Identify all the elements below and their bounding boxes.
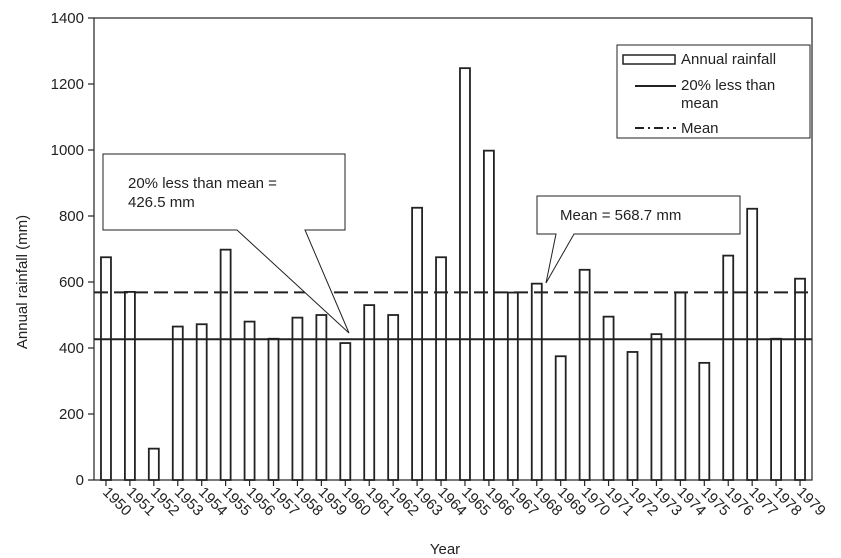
bar-1958	[291, 316, 304, 481]
callout-mean: Mean = 568.7 mm	[536, 195, 741, 284]
bar-1960	[339, 342, 352, 481]
bar-1956	[243, 320, 256, 481]
bar-1978	[770, 337, 782, 481]
x-axis-title: Year	[430, 541, 460, 558]
callout-mean-text: Mean = 568.7 mm	[560, 207, 681, 224]
y-tick-label: 400	[59, 340, 84, 357]
bar-1957	[267, 337, 280, 481]
bar-1968	[530, 282, 543, 481]
y-tick-label: 0	[76, 472, 84, 489]
bar-1964	[435, 256, 447, 481]
bar-1972	[626, 351, 639, 481]
y-axis-title: Annual rainfall (mm)	[14, 215, 31, 349]
y-tick-label: 1200	[51, 76, 84, 93]
bar-1950	[100, 256, 112, 481]
callout-mean-shape	[536, 195, 741, 284]
bar-1974	[674, 291, 687, 481]
bar-1973	[650, 333, 663, 481]
bar-1969	[554, 355, 567, 481]
ticks: 0200400600800100012001400195019511952195…	[51, 10, 829, 519]
y-tick-label: 1000	[51, 142, 84, 159]
bar-1961	[363, 304, 376, 481]
bar-1977	[746, 207, 759, 481]
legend-solid-label-line2: mean	[681, 95, 719, 112]
bar-1976	[722, 254, 735, 481]
bar-1952	[147, 447, 160, 481]
callout-twenty-percent-line1: 20% less than mean =	[128, 175, 277, 192]
legend-bar-swatch	[622, 54, 676, 65]
y-tick-label: 800	[59, 208, 84, 225]
bar-1979	[794, 277, 806, 481]
legend-bar-label: Annual rainfall	[681, 51, 776, 68]
reference-lines	[94, 291, 812, 341]
legend-dash-label: Mean	[681, 120, 719, 137]
bar-1955	[219, 248, 232, 481]
y-tick-label: 600	[59, 274, 84, 291]
callout-twenty-percent-line2: 426.5 mm	[128, 194, 195, 211]
bar-1954	[195, 323, 208, 481]
legend-solid-label-line1: 20% less than	[681, 77, 775, 94]
y-tick-label: 1400	[51, 10, 84, 27]
bar-1975	[698, 361, 711, 481]
callout-twenty-percent: 20% less than mean = 426.5 mm	[102, 153, 350, 334]
bar-1970	[578, 268, 591, 481]
bar-1963	[411, 206, 424, 481]
bar-1966	[482, 149, 495, 481]
bar-1967	[506, 291, 519, 481]
bar-1951	[124, 290, 136, 481]
bar-1965	[459, 67, 471, 481]
bar-1953	[171, 325, 184, 481]
plot-frame	[93, 17, 813, 481]
y-tick-label: 200	[59, 406, 84, 423]
callout-twenty-percent-shape	[102, 153, 350, 334]
legend: Annual rainfall 20% less than mean Mean	[616, 44, 811, 139]
plot-area	[93, 17, 813, 481]
bar-1971	[602, 315, 615, 481]
